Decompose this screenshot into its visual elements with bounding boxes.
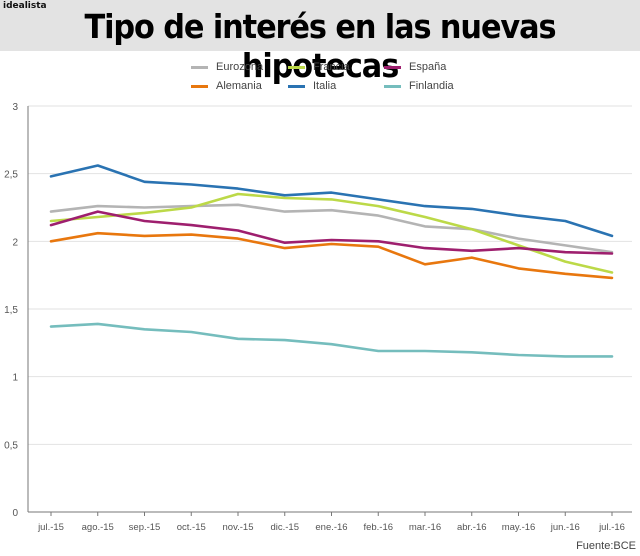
x-tick-label: may.-16 (502, 522, 536, 533)
legend-swatch-italia (288, 84, 305, 88)
y-tick-label: 3 (12, 102, 18, 113)
legend-swatch-espana (384, 65, 401, 69)
y-tick-label: 0,5 (4, 440, 18, 451)
header-band (0, 0, 640, 51)
x-tick-label: dic.-15 (270, 522, 299, 533)
source-note: Fuente:BCE (576, 540, 636, 552)
y-tick-label: 1 (12, 373, 18, 384)
x-tick-label: jun.-16 (550, 522, 580, 533)
x-tick-label: jul.-16 (598, 522, 625, 533)
y-tick-label: 2 (12, 237, 18, 248)
x-tick-label: mar.-16 (409, 522, 441, 533)
y-tick-label: 2,5 (4, 170, 18, 181)
x-tick-label: oct.-15 (177, 522, 206, 533)
x-tick-label: ago.-15 (82, 522, 114, 533)
legend-item-eurozona: Eurozona (191, 58, 263, 76)
legend-item-finlandia: Finlandia (384, 77, 454, 95)
series-line-espana (49, 210, 614, 255)
legend-item-alemania: Alemania (191, 77, 262, 95)
chart-title: Tipo de interés en las nuevas hipotecas (84, 7, 557, 85)
series-line-eurozona (49, 203, 614, 254)
legend: Eurozona Francia España Alemania Italia … (0, 58, 640, 98)
series-line-alemania (49, 231, 614, 280)
x-tick-label: jul.-15 (37, 522, 64, 533)
x-tick-label: ene.-16 (315, 522, 347, 533)
legend-label-alemania: Alemania (216, 80, 262, 92)
legend-swatch-alemania (191, 84, 208, 88)
x-tick-label: sep.-15 (129, 522, 161, 533)
legend-swatch-francia (288, 65, 305, 69)
legend-item-italia: Italia (288, 77, 336, 95)
legend-label-italia: Italia (313, 80, 337, 92)
legend-label-francia: Francia (313, 61, 350, 73)
series-line-francia (49, 192, 614, 274)
brand-logo: idealista (3, 1, 47, 11)
x-tick-label: nov.-15 (223, 522, 254, 533)
y-tick-label: 1,5 (4, 305, 18, 316)
legend-label-eurozona: Eurozona (216, 61, 264, 73)
legend-swatch-finlandia (384, 84, 401, 88)
legend-item-francia: Francia (288, 58, 350, 76)
legend-swatch-eurozona (191, 65, 208, 69)
legend-label-finlandia: Finlandia (409, 80, 454, 92)
legend-label-espana: España (409, 61, 447, 73)
legend-item-espana: España (384, 58, 446, 76)
series-line-finlandia (49, 322, 614, 358)
x-tick-label: feb.-16 (363, 522, 393, 533)
y-tick-label: 0 (12, 508, 18, 519)
series-line-italia (49, 164, 614, 238)
x-tick-label: abr.-16 (457, 522, 487, 533)
